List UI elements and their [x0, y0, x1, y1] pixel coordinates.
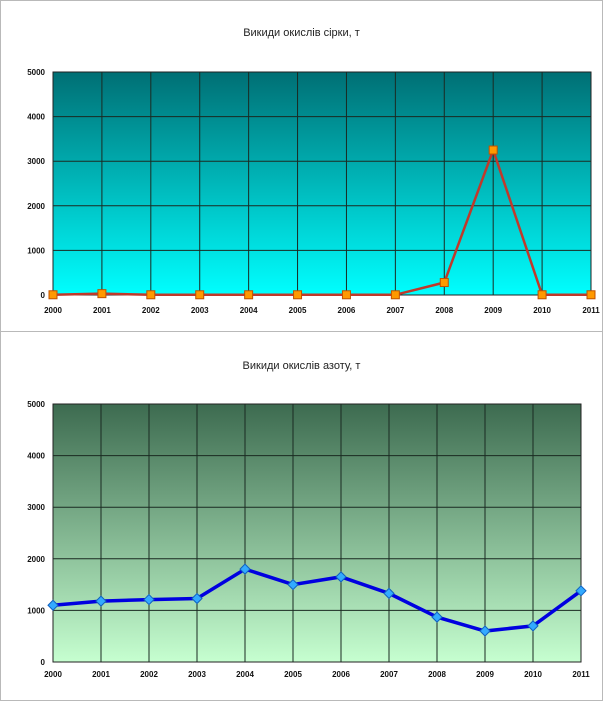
y-tick-label: 4000 [27, 452, 45, 461]
data-point [341, 290, 351, 300]
data-point [191, 592, 203, 605]
y-tick-label: 5000 [27, 68, 45, 77]
data-point [439, 278, 449, 288]
data-point [48, 290, 58, 300]
x-tick-label: 2010 [524, 670, 542, 679]
data-point [95, 595, 107, 607]
data-point [239, 563, 251, 575]
x-tick-label: 2007 [386, 306, 404, 315]
data-point [287, 578, 299, 591]
x-tick-label: 2004 [236, 670, 254, 679]
plot-area [52, 403, 582, 663]
x-tick-label: 2001 [92, 670, 110, 679]
data-point [383, 587, 395, 600]
nitrogen-chart: 0 1000 2000 3000 4000 5000 2000 2001 2002 2003 200… [27, 400, 590, 679]
x-tick-label: 2000 [44, 306, 62, 315]
x-tick-label: 2006 [332, 670, 350, 679]
x-tick-label: 2003 [191, 306, 209, 315]
x-tick-label: 2011 [582, 306, 600, 315]
y-tick-label: 5000 [27, 400, 45, 409]
y-tick-label: 3000 [27, 157, 45, 166]
data-point [143, 593, 155, 606]
y-tick-label: 2000 [27, 555, 45, 564]
data-point [527, 620, 539, 632]
chart-panel-sulfur: Викиди окислів сірки, т 0 1000 2000 3000 400… [0, 0, 603, 332]
x-tick-label: 2010 [533, 306, 551, 315]
x-tick-label: 2004 [240, 306, 258, 315]
x-tick-label: 2009 [476, 670, 494, 679]
x-tick-label: 2011 [572, 670, 590, 679]
x-tick-label: 2000 [44, 670, 62, 679]
series-line [52, 567, 583, 633]
chart-panel-nitrogen: Викиди окислів азоту, т 0 1000 2000 3000 400… [0, 331, 603, 701]
data-point [390, 290, 400, 300]
data-point [488, 145, 498, 155]
y-tick-label: 0 [41, 291, 46, 300]
x-tick-label: 2002 [140, 670, 158, 679]
x-tick-label: 2001 [93, 306, 111, 315]
data-point [431, 611, 443, 623]
data-point [537, 290, 547, 300]
x-tick-label: 2005 [289, 306, 307, 315]
chart-title: Викиди окислів сірки, т [243, 27, 360, 39]
y-tick-label: 1000 [27, 246, 45, 255]
y-tick-label: 1000 [27, 606, 45, 615]
y-tick-label: 0 [41, 658, 46, 667]
x-tick-label: 2008 [428, 670, 446, 679]
data-point [195, 290, 205, 300]
data-point [244, 290, 254, 300]
data-point [586, 290, 596, 300]
data-point [575, 585, 587, 597]
x-tick-label: 2003 [188, 670, 206, 679]
x-tick-label: 2002 [142, 306, 160, 315]
chart-title: Викиди окислів азоту, т [242, 360, 361, 372]
x-tick-label: 2005 [284, 670, 302, 679]
x-tick-label: 2006 [338, 306, 356, 315]
x-tick-label: 2009 [484, 306, 502, 315]
plot-area [52, 71, 592, 296]
data-point [47, 599, 59, 611]
y-tick-label: 2000 [27, 202, 45, 211]
data-point [479, 625, 491, 637]
x-tick-label: 2008 [435, 306, 453, 315]
data-point [335, 571, 347, 583]
data-point [97, 289, 107, 299]
y-tick-label: 4000 [27, 113, 45, 122]
data-point [293, 290, 303, 300]
y-tick-label: 3000 [27, 503, 45, 512]
sulfur-chart: 0 1000 2000 3000 4000 5000 2000 2001 2002 2003 200… [27, 68, 600, 315]
series-line [52, 146, 591, 297]
x-tick-label: 2007 [380, 670, 398, 679]
data-point [146, 290, 156, 300]
